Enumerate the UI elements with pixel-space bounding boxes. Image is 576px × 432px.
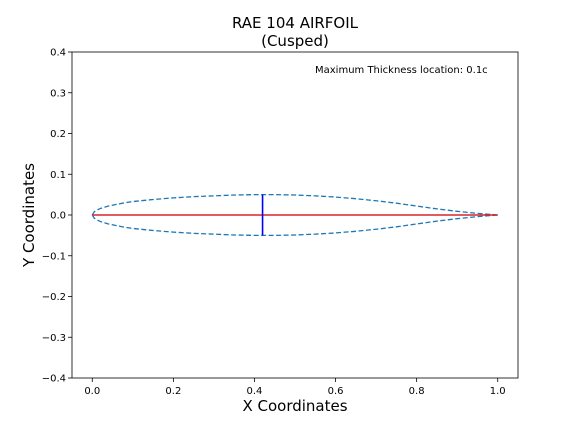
x-axis-label: X Coordinates (242, 397, 347, 415)
y-tick-label: −0.1 (42, 251, 66, 262)
y-tick-label: 0.2 (50, 129, 66, 140)
x-tick-label: 0.8 (409, 386, 425, 397)
y-tick-label: 0.0 (50, 211, 66, 222)
lower-surface-line (91, 214, 498, 237)
x-tick-label: 0.2 (165, 386, 181, 397)
plot-area: 0.0 0.2 0.4 0.6 0.8 1.0 −0.4 −0.3 −0.2 −0.1 0.0 0.1… (42, 48, 519, 397)
y-tick-label: 0.1 (50, 170, 66, 181)
y-tick-label: 0.3 (50, 88, 66, 99)
chart-subtitle: (Cusped) (261, 32, 329, 50)
y-axis-label: Y Coordinates (20, 163, 38, 268)
y-tick-label: −0.4 (42, 374, 66, 385)
y-tick-label: 0.4 (50, 48, 66, 59)
x-tick-label: 0.0 (84, 386, 100, 397)
x-tick-label: 0.6 (328, 386, 344, 397)
upper-surface-line (91, 193, 498, 216)
annotation-text: Maximum Thickness location: 0.1c (315, 65, 488, 76)
x-tick-label: 1.0 (490, 386, 506, 397)
y-tick-label: −0.2 (42, 292, 66, 303)
x-tick-label: 0.4 (247, 386, 263, 397)
y-tick-label: −0.3 (42, 333, 66, 344)
chart-title: RAE 104 AIRFOIL (232, 14, 359, 32)
